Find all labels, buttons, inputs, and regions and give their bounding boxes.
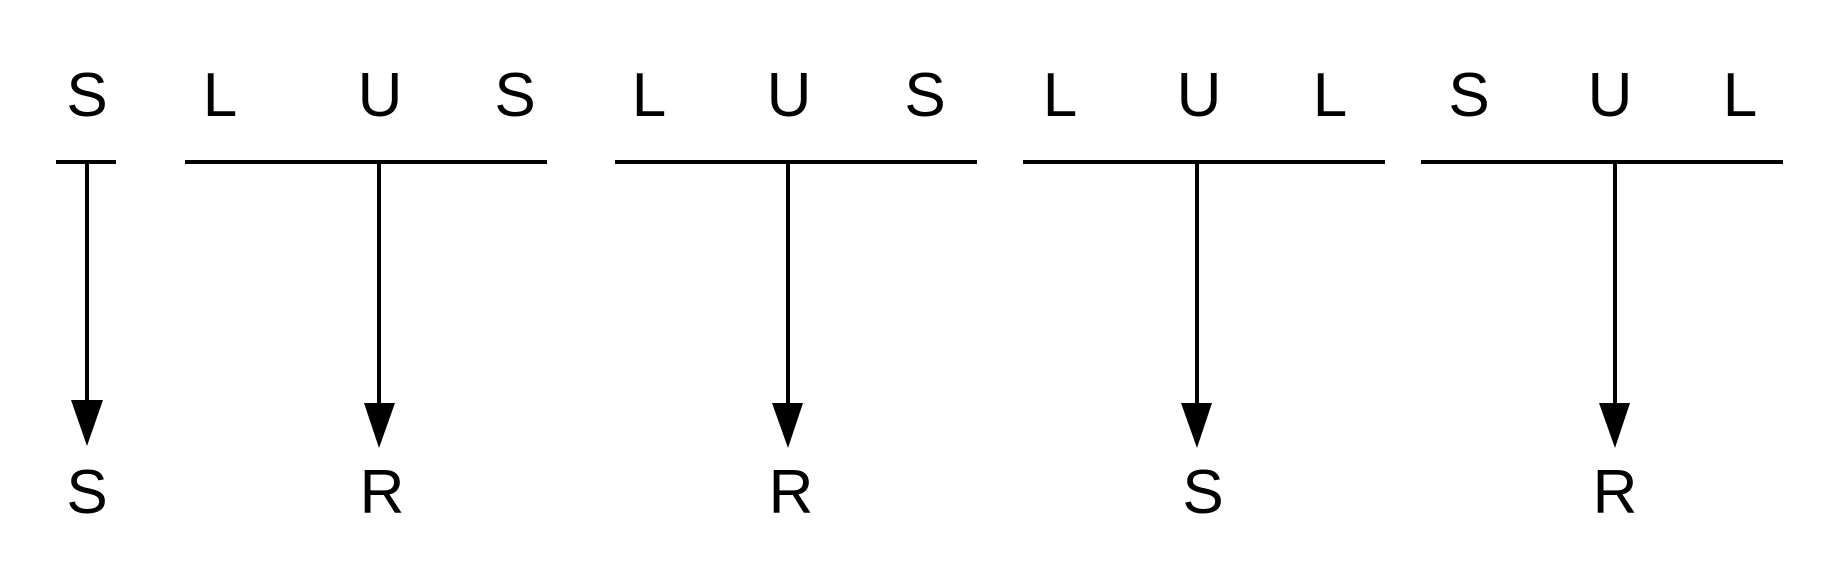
input-letter: S — [1448, 61, 1489, 130]
input-letter: U — [767, 61, 812, 130]
group-3: R — [615, 160, 977, 527]
arrow-head-icon — [1181, 403, 1212, 448]
input-letter: U — [1177, 61, 1222, 130]
input-letter: L — [1043, 61, 1077, 130]
input-letter: S — [904, 61, 945, 130]
input-letter: L — [1313, 61, 1347, 130]
group-5: R — [1421, 160, 1783, 527]
input-letter: L — [1723, 61, 1757, 130]
group-1: S — [56, 160, 116, 527]
input-letter: L — [632, 61, 666, 130]
arrow-head-icon — [71, 400, 103, 446]
group-2: R — [185, 160, 547, 527]
arrow-head-icon — [364, 403, 395, 448]
input-row: S L U S L U S L U L S U L — [66, 61, 1757, 130]
input-letter: L — [203, 61, 237, 130]
input-letter: U — [358, 61, 403, 130]
group-4: S — [1023, 160, 1385, 527]
output-letter: R — [769, 458, 814, 527]
input-letter: S — [66, 61, 107, 130]
input-letter: S — [494, 61, 535, 130]
output-letter: S — [1182, 458, 1223, 527]
input-letter: U — [1588, 61, 1633, 130]
arrow-head-icon — [1599, 403, 1630, 448]
output-letter: R — [360, 458, 405, 527]
arrow-head-icon — [772, 403, 803, 448]
output-letter: S — [66, 458, 107, 527]
output-letter: R — [1593, 458, 1638, 527]
